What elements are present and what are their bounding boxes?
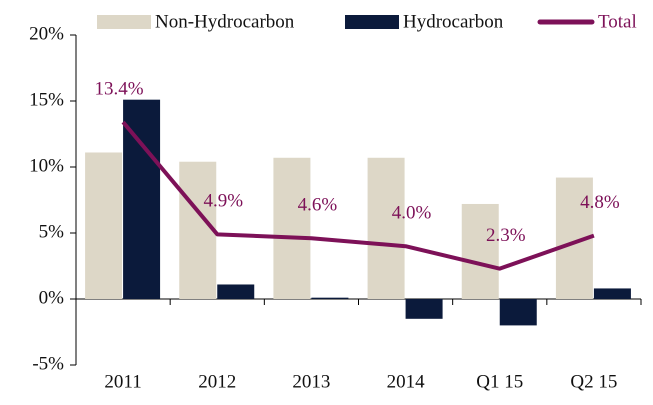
y-tick-label: 15% [29,89,64,110]
legend-swatch [345,15,399,29]
bar [217,284,255,299]
bar [85,152,123,299]
x-tick-label: 2011 [104,371,141,392]
data-label: 4.9% [203,191,243,212]
y-tick-label: 5% [39,221,65,242]
bar [367,157,405,299]
y-tick-label: -5% [32,353,64,374]
bar [461,203,499,299]
bar [273,157,311,299]
x-tick-label: 2012 [198,371,236,392]
bar [499,299,537,326]
x-tick-label: 2014 [387,371,426,392]
bar [311,297,349,299]
legend-label: Hydrocarbon [403,11,504,32]
y-tick-label: 20% [29,23,64,44]
data-label: 2.3% [486,225,526,246]
bar [179,161,217,299]
data-label: 4.8% [580,192,620,213]
y-tick-label: 0% [39,287,65,308]
bar [593,288,631,299]
legend-label: Total [598,11,637,32]
y-tick-label: 10% [29,155,64,176]
total-line [121,120,595,271]
x-tick-label: 2013 [292,371,330,392]
data-label: 4.0% [392,203,432,224]
legend-swatch [97,15,151,29]
x-tick-label: Q1 15 [476,371,523,392]
x-tick-label: Q2 15 [570,371,617,392]
bar [123,99,161,300]
data-label: 13.4% [95,78,144,99]
bar [405,299,443,319]
legend-label: Non-Hydrocarbon [155,11,295,32]
data-label: 4.6% [298,195,338,216]
